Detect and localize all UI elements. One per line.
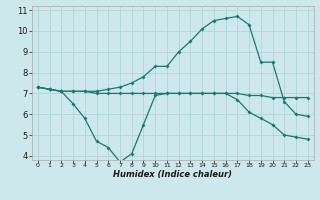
X-axis label: Humidex (Indice chaleur): Humidex (Indice chaleur) [113,170,232,179]
